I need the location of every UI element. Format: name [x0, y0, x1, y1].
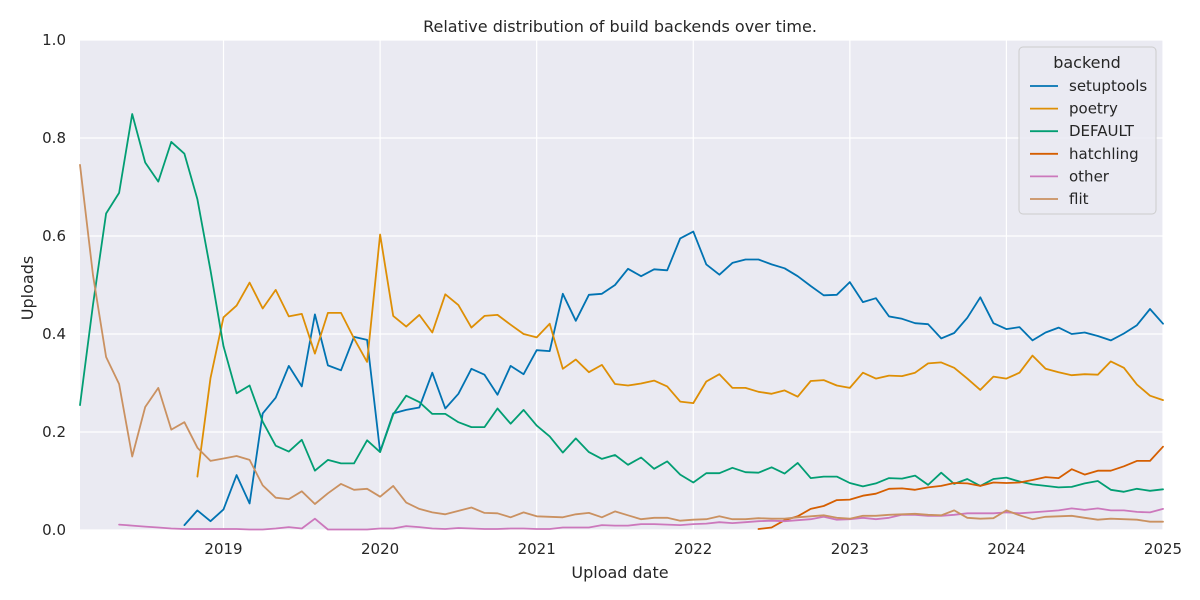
legend-label-other: other	[1069, 167, 1110, 185]
y-tick-label: 0.4	[42, 325, 66, 343]
legend-label-default: DEFAULT	[1069, 122, 1135, 140]
x-axis-ticks: 2019 2020 2021 2022 2023 2024 2025	[204, 540, 1182, 558]
legend-label-flit: flit	[1069, 190, 1089, 208]
series-lines	[79, 113, 1164, 531]
y-tick-label: 1.0	[42, 31, 66, 49]
series-line-other	[118, 507, 1164, 531]
legend-label-setuptools: setuptools	[1069, 77, 1147, 95]
y-tick-label: 0.6	[42, 227, 66, 245]
series-line-flit	[79, 163, 1164, 523]
y-axis-ticks: 0.0 0.2 0.4 0.6 0.8 1.0	[42, 31, 66, 539]
series-line-poetry	[196, 233, 1164, 478]
chart-title: Relative distribution of build backends …	[423, 17, 817, 36]
x-tick-label: 2021	[518, 540, 556, 558]
x-tick-label: 2024	[987, 540, 1025, 558]
x-tick-label: 2020	[361, 540, 399, 558]
x-tick-label: 2023	[831, 540, 869, 558]
gridlines	[80, 39, 1164, 531]
legend-box	[1018, 46, 1157, 215]
legend: backend setuptools poetry DEFAULT hatchling…	[1018, 46, 1157, 215]
x-axis-label: Upload date	[571, 563, 668, 582]
y-tick-label: 0.2	[42, 423, 66, 441]
y-tick-label: 0.0	[42, 521, 66, 539]
x-tick-label: 2022	[674, 540, 712, 558]
legend-title: backend	[1053, 53, 1121, 72]
series-line-hatchling	[757, 445, 1164, 530]
legend-label-poetry: poetry	[1069, 100, 1118, 118]
x-tick-label: 2025	[1144, 540, 1182, 558]
x-tick-label: 2019	[204, 540, 242, 558]
y-axis-label: Uploads	[18, 256, 37, 320]
y-tick-label: 0.8	[42, 129, 66, 147]
plot-area	[80, 40, 1163, 530]
series-line-setuptools	[183, 230, 1164, 526]
legend-label-hatchling: hatchling	[1069, 145, 1139, 163]
